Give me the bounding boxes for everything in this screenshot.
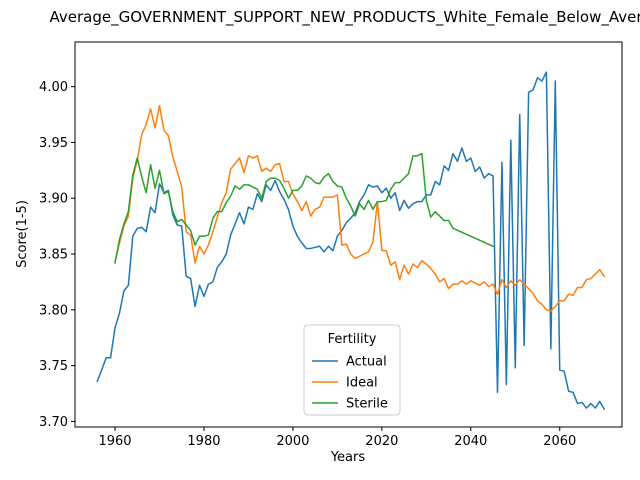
y-tick-label: 3.95 <box>39 136 68 151</box>
legend-label-ideal: Ideal <box>346 376 378 391</box>
y-tick-label: 3.85 <box>39 248 68 263</box>
x-axis-label: Years <box>330 450 366 465</box>
y-tick-label: 3.70 <box>39 415 68 430</box>
x-tick-label: 2060 <box>543 434 576 449</box>
chart-title: Average_GOVERNMENT_SUPPORT_NEW_PRODUCTS_… <box>50 8 640 27</box>
plot-frame <box>74 41 623 428</box>
plot-lines <box>96 71 606 411</box>
y-tick-label: 3.75 <box>39 359 68 374</box>
x-axis: 1960 1980 2000 2020 2040 2060 <box>98 427 576 449</box>
y-tick-label: 3.80 <box>39 303 68 318</box>
x-tick-label: 2000 <box>276 434 309 449</box>
x-tick-label: 1980 <box>187 434 220 449</box>
x-tick-label: 2040 <box>454 434 487 449</box>
legend-title: Fertility <box>328 332 377 347</box>
y-axis: 3.70 3.75 3.80 3.85 3.90 3.95 4.00 <box>39 80 75 430</box>
y-axis-label: Score(1-5) <box>15 200 30 268</box>
series-line-ideal <box>114 104 606 312</box>
series-line-sterile <box>114 152 495 264</box>
legend-label-actual: Actual <box>346 355 387 370</box>
y-tick-label: 4.00 <box>39 80 68 95</box>
series-line-actual <box>96 71 606 411</box>
x-tick-label: 1960 <box>98 434 131 449</box>
legend-label-sterile: Sterile <box>346 397 388 412</box>
legend-entries: Actual Ideal Sterile <box>312 355 388 412</box>
x-tick-label: 2020 <box>365 434 398 449</box>
legend: Fertility Actual Ideal Sterile <box>303 324 401 416</box>
legend-box <box>303 324 401 416</box>
y-tick-label: 3.90 <box>39 192 68 207</box>
